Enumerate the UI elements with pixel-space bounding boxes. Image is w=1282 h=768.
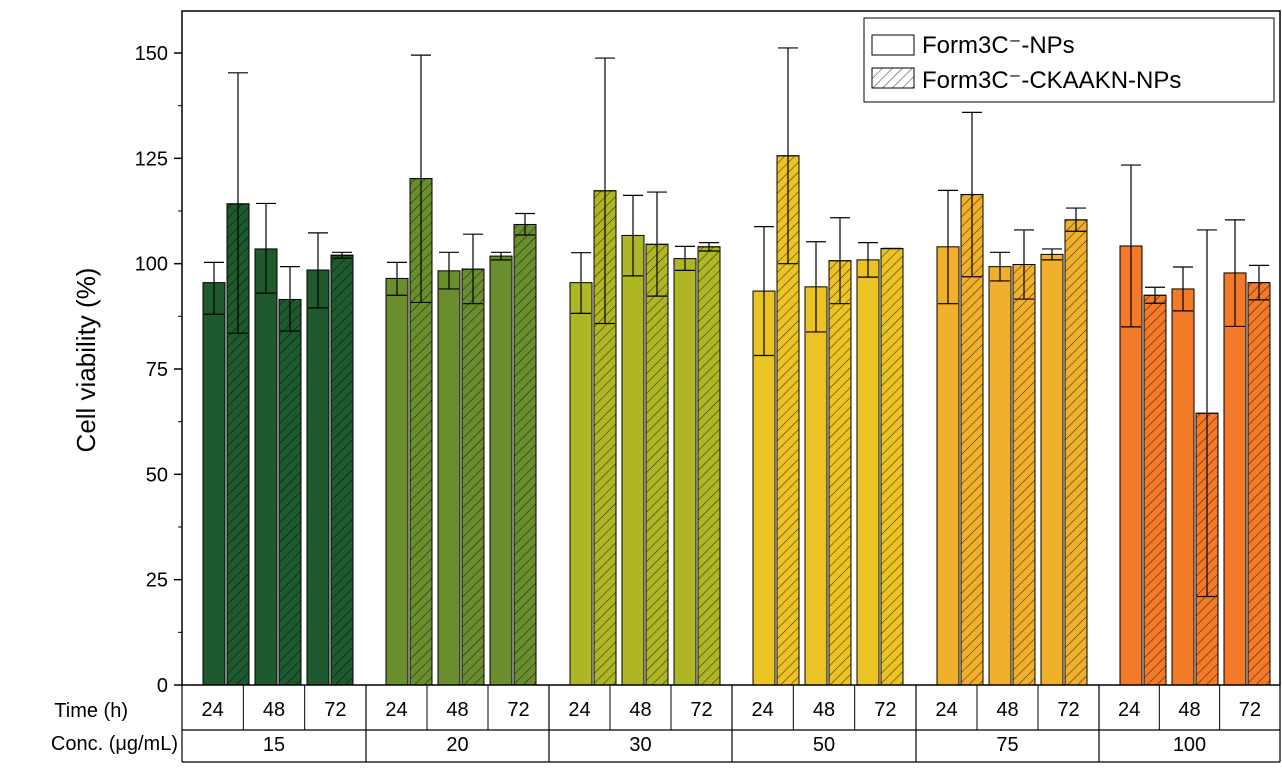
bar-hatch-30-48h <box>645 243 669 686</box>
y-tick-label-25: 25 <box>146 570 168 592</box>
bar-100-48h-nps <box>1171 288 1195 686</box>
time-cell-20-72: 72 <box>507 699 529 721</box>
time-cell-20-24: 24 <box>385 699 407 721</box>
y-tick-label-0: 0 <box>157 675 168 697</box>
category-table: 24 48 72 15 24 48 72 20 24 48 72 30 24 48 72 50 24 48 72 75… <box>181 685 1281 763</box>
bar-75-72h-nps <box>1040 253 1064 686</box>
legend-label-form3c-ckaakn-nps: Form3C⁻-CKAAKN-NPs <box>922 67 1181 94</box>
y-tick-label-150: 150 <box>135 43 168 65</box>
legend-swatch-solid <box>871 34 915 56</box>
bar-hatch-30-72h <box>697 246 721 686</box>
time-cell-75-24: 24 <box>935 699 957 721</box>
time-cell-50-24: 24 <box>752 699 774 721</box>
plot-frame <box>181 10 1281 686</box>
error-bars-layer <box>204 47 1269 598</box>
time-cell-100-24: 24 <box>1118 699 1140 721</box>
bar-hatch-20-72h <box>513 223 537 686</box>
time-cell-50-48: 48 <box>813 699 835 721</box>
conc-cell-30: 30 <box>629 734 651 756</box>
bar-hatch-15-48h <box>278 298 302 686</box>
time-cell-100-72: 72 <box>1239 699 1261 721</box>
bar-hatch-75-48h <box>1012 264 1036 686</box>
conc-cell-50: 50 <box>813 734 835 756</box>
legend-label-form3c-nps: Form3C⁻-NPs <box>922 32 1075 59</box>
bar-30-48h-nps <box>621 234 645 686</box>
bars-layer <box>202 155 1271 686</box>
bar-75-48h-nps <box>988 266 1012 686</box>
time-cell-100-48: 48 <box>1178 699 1200 721</box>
bar-15-48h-nps <box>254 248 278 686</box>
legend-swatch-hatched <box>871 67 915 89</box>
bar-15-72h-nps <box>306 269 330 686</box>
time-cell-75-72: 72 <box>1057 699 1079 721</box>
time-cell-15-72: 72 <box>324 699 346 721</box>
bar-30-72h-nps <box>673 258 697 686</box>
bar-75-24h-nps <box>936 246 960 686</box>
conc-cell-75: 75 <box>996 734 1018 756</box>
time-cell-50-72: 72 <box>874 699 896 721</box>
conc-row-label: Conc. (μg/mL) <box>51 733 178 755</box>
legend-box <box>863 17 1275 103</box>
bar-15-24h-nps <box>202 282 226 686</box>
bar-hatch-20-48h <box>461 268 485 686</box>
conc-cell-100: 100 <box>1173 734 1206 756</box>
time-cell-20-48: 48 <box>446 699 468 721</box>
time-cell-75-48: 48 <box>996 699 1018 721</box>
bar-50-72h-nps <box>856 259 880 686</box>
time-cell-30-24: 24 <box>568 699 590 721</box>
time-cell-30-72: 72 <box>690 699 712 721</box>
bar-20-48h-nps <box>437 270 461 686</box>
legend: Form3C⁻-NPs Form3C⁻-CKAAKN-NPs <box>863 17 1275 103</box>
time-cell-30-48: 48 <box>629 699 651 721</box>
bar-50-48h-nps <box>804 286 828 686</box>
time-cell-15-24: 24 <box>202 699 224 721</box>
bar-20-72h-nps <box>489 255 513 686</box>
time-row-label: Time (h) <box>54 700 128 722</box>
bar-hatch-50-72h <box>880 247 904 686</box>
bar-100-72h-nps <box>1223 272 1247 686</box>
conc-cell-20: 20 <box>446 734 468 756</box>
bar-hatch-75-72h <box>1064 219 1088 686</box>
bar-20-24h-nps <box>385 277 409 686</box>
conc-cell-15: 15 <box>263 734 285 756</box>
time-cell-15-48: 48 <box>263 699 285 721</box>
y-tick-label-125: 125 <box>135 148 168 170</box>
bar-hatch-50-48h <box>828 260 852 686</box>
y-tick-label-100: 100 <box>135 254 168 276</box>
bar-30-24h-nps <box>569 282 593 686</box>
y-axis-label: Cell viability (%) <box>71 268 101 453</box>
y-tick-label-50: 50 <box>146 464 168 486</box>
bar-hatch-100-24h <box>1143 294 1167 686</box>
y-axis: 0 25 50 75 100 125 150 <box>135 43 182 697</box>
bar-hatch-100-72h <box>1247 282 1271 686</box>
y-tick-label-75: 75 <box>146 359 168 381</box>
bar-hatch-15-72h <box>330 254 354 686</box>
